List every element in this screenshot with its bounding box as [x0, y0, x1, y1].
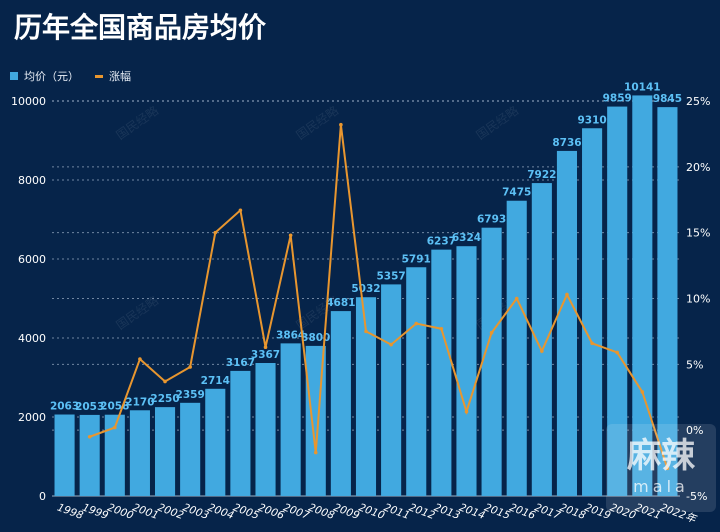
- bar: [255, 363, 276, 496]
- growth-point: [238, 208, 243, 213]
- growth-point: [514, 296, 519, 301]
- growth-point: [439, 326, 444, 331]
- bar: [129, 410, 150, 496]
- growth-point: [339, 122, 343, 127]
- bar-value-label: 2170: [125, 396, 154, 408]
- growth-line: [89, 124, 669, 469]
- legend-swatch-bar: [10, 72, 18, 80]
- bar-value-label: 5791: [402, 253, 431, 265]
- growth-point: [640, 390, 645, 394]
- bar: [180, 402, 201, 496]
- legend-swatch-line: [95, 74, 103, 78]
- bar-value-label: 5357: [377, 270, 406, 282]
- left-tick-label: 4000: [18, 332, 46, 345]
- growth-point: [364, 329, 368, 334]
- watermark: 国民经略: [293, 103, 341, 143]
- bar: [79, 414, 100, 496]
- bar: [506, 200, 527, 497]
- bar: [456, 246, 477, 496]
- left-tick-label: 10000: [11, 95, 46, 108]
- bar-value-label: 2053: [75, 401, 104, 413]
- bar: [280, 343, 301, 496]
- right-tick-label: 5%: [686, 358, 703, 371]
- bar-value-label: 6793: [477, 214, 506, 226]
- watermark: 国民经略: [473, 103, 521, 143]
- bar: [230, 370, 251, 496]
- bar: [531, 183, 552, 496]
- growth-point: [313, 450, 318, 455]
- bar-value-label: 7475: [502, 187, 531, 199]
- growth-point: [113, 425, 117, 430]
- bar-value-label: 4681: [326, 297, 355, 309]
- logo: 麻辣 mala: [606, 424, 716, 512]
- right-tick-label: 15%: [686, 227, 710, 240]
- bar: [54, 414, 75, 496]
- right-tick-label: 25%: [686, 95, 710, 108]
- bar: [406, 267, 427, 496]
- growth-point: [389, 342, 393, 347]
- growth-point: [615, 350, 619, 355]
- growth-point: [540, 349, 544, 353]
- legend-label-line[interactable]: 涨幅: [109, 70, 131, 83]
- bar-value-label: 2063: [50, 401, 79, 413]
- bar-value-label: 6237: [427, 236, 456, 248]
- growth-point: [665, 466, 670, 471]
- growth-point: [263, 345, 268, 350]
- bar: [355, 297, 377, 496]
- bar-value-label: 2714: [201, 375, 230, 387]
- growth-point: [87, 434, 92, 439]
- bar: [104, 414, 125, 496]
- left-tick-label: 6000: [18, 253, 46, 266]
- growth-point: [565, 292, 569, 297]
- bar-value-label: 2359: [176, 389, 205, 401]
- logo-main: 麻辣: [627, 436, 695, 476]
- growth-point: [213, 230, 218, 235]
- bar-value-label: 2250: [150, 393, 179, 405]
- bar: [607, 106, 628, 496]
- bar-value-label: 9845: [653, 93, 682, 105]
- bar-value-label: 6324: [452, 232, 481, 244]
- right-tick-label: 0%: [686, 424, 703, 437]
- bar-value-label: 3167: [226, 357, 255, 369]
- bar: [330, 311, 351, 496]
- bar-value-label: 3864: [276, 329, 305, 341]
- logo-sub: mala: [633, 477, 689, 496]
- chart-title: 历年全国商品房均价: [14, 11, 267, 44]
- bar: [582, 128, 603, 496]
- bar-value-label: 5032: [351, 283, 380, 295]
- growth-point: [138, 357, 142, 361]
- bar: [632, 95, 653, 497]
- legend: 均价（元） 涨幅: [10, 68, 131, 84]
- right-tick-label: 20%: [686, 161, 710, 174]
- bar: [556, 150, 578, 497]
- bar-value-label: 7922: [527, 169, 556, 181]
- left-tick-label: 2000: [18, 411, 46, 424]
- bar-value-label: 9310: [577, 114, 606, 126]
- growth-point: [163, 379, 167, 384]
- bar-value-label: 9859: [603, 93, 632, 105]
- bar: [481, 227, 502, 496]
- legend-label-bar[interactable]: 均价（元）: [24, 70, 79, 83]
- bar: [431, 249, 452, 496]
- bar: [657, 107, 678, 496]
- bar: [154, 407, 176, 496]
- bar-value-label: 3367: [251, 349, 280, 361]
- growth-point: [464, 409, 469, 414]
- left-tick-label: 8000: [18, 174, 46, 187]
- watermark: 国民经略: [113, 103, 161, 143]
- right-tick-label: 10%: [686, 293, 710, 306]
- right-tick-label: -5%: [686, 490, 707, 503]
- bar-value-label: 8736: [552, 137, 581, 149]
- bar-value-label: 3800: [301, 332, 330, 344]
- growth-point: [414, 321, 419, 326]
- bar-value-label: 10141: [624, 81, 661, 93]
- bar: [381, 284, 402, 496]
- growth-point: [590, 341, 594, 346]
- left-tick-label: 0: [39, 490, 46, 503]
- growth-point: [489, 330, 494, 335]
- growth-point: [288, 233, 293, 238]
- growth-point: [188, 365, 192, 369]
- bar: [205, 388, 226, 496]
